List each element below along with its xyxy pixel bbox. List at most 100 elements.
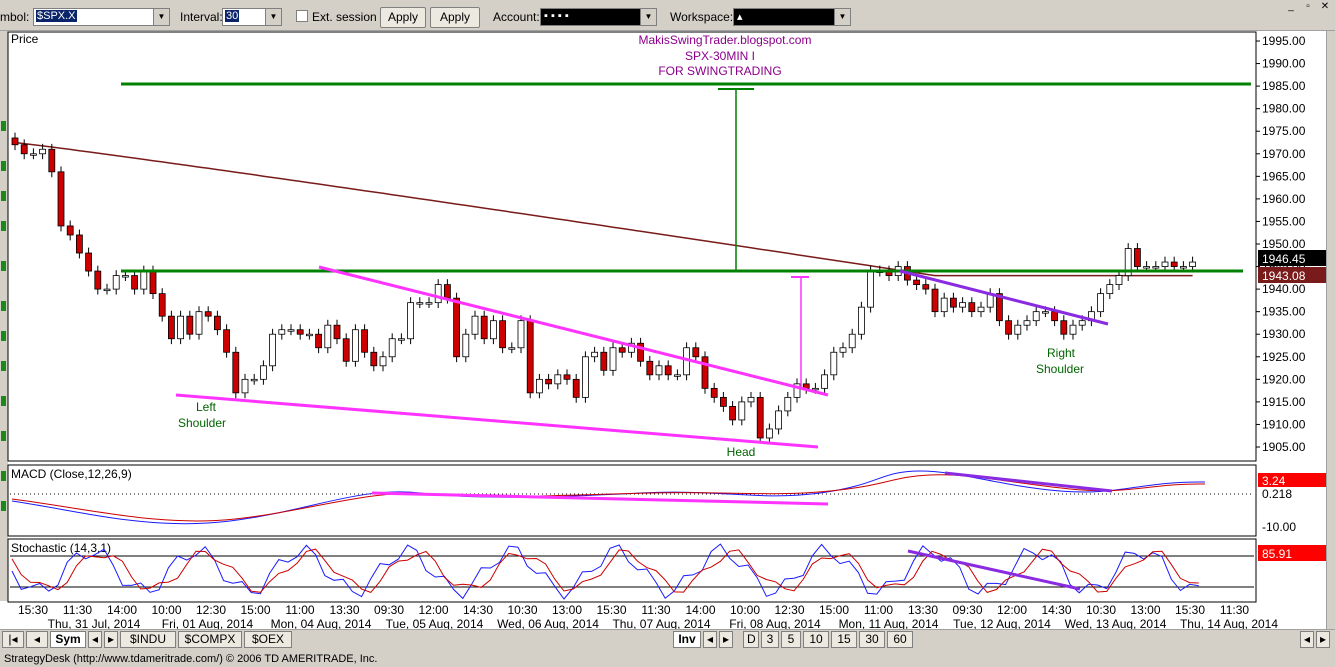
nav-next-button[interactable]: ◂ — [26, 631, 48, 648]
symbol-label: mbol: — [0, 10, 30, 24]
x-time-label: 11:00 — [864, 603, 893, 617]
candle — [646, 360, 654, 376]
left-marker — [1, 471, 6, 481]
period-5[interactable]: 5 — [781, 631, 801, 648]
candle — [1005, 320, 1012, 335]
x-time-label: 13:30 — [908, 603, 938, 617]
ma-price-box — [1258, 267, 1326, 283]
candle — [351, 329, 359, 362]
apply-button[interactable]: Apply — [380, 7, 426, 28]
nav-right-button[interactable]: ▸ — [104, 631, 118, 648]
candle — [269, 333, 277, 367]
scroll-left-button[interactable]: ◂ — [1300, 631, 1314, 648]
price-tick-label: 1905.00 — [1262, 440, 1306, 454]
inv-button[interactable]: Inv — [673, 631, 701, 648]
candle — [278, 329, 286, 335]
x-time-label: 12:00 — [418, 603, 448, 617]
x-time-label: 10:00 — [730, 603, 760, 617]
candle — [830, 351, 838, 376]
chevron-down-icon[interactable]: ▼ — [265, 9, 281, 25]
interval-combo[interactable]: 30 ▼ — [222, 8, 282, 26]
candle — [747, 396, 755, 403]
x-time-label: 12:00 — [997, 603, 1027, 617]
symbol-value: $SPX.X — [36, 10, 77, 22]
x-date-label: Tue, 12 Aug, 2014 — [953, 617, 1051, 631]
tab-indu[interactable]: $INDU — [120, 631, 176, 648]
chart-area[interactable]: Price MACD (Close,12,26,9) Stochastic (1… — [0, 31, 1335, 631]
symbol-combo[interactable]: $SPX.X ▼ — [33, 8, 170, 26]
price-tick-label: 1990.00 — [1262, 57, 1306, 71]
chevron-down-icon[interactable]: ▼ — [640, 9, 656, 25]
candle — [122, 275, 129, 278]
price-tick-label: 1920.00 — [1262, 372, 1306, 386]
nav-left-button[interactable]: ◂ — [88, 631, 102, 648]
candle — [158, 293, 166, 317]
scroll-right-button[interactable]: ▸ — [1316, 631, 1330, 648]
candle — [443, 284, 451, 299]
candle — [766, 428, 773, 439]
candle — [1032, 311, 1040, 322]
x-time-label: 13:00 — [552, 603, 582, 617]
account-combo[interactable]: ▪ ▪ ▪ ▪ ▼ — [540, 8, 657, 26]
x-time-label: 14:30 — [463, 603, 493, 617]
ext-session-checkbox[interactable] — [296, 10, 308, 22]
restore-icon[interactable]: ▫ — [1306, 1, 1310, 12]
price-chart[interactable]: Price MACD (Close,12,26,9) Stochastic (1… — [0, 31, 1335, 631]
x-date-label: Thu, 31 Jul, 2014 — [48, 617, 141, 631]
period-60[interactable]: 60 — [887, 631, 913, 648]
workspace-combo[interactable]: ▴ ▼ — [733, 8, 851, 26]
period-30[interactable]: 30 — [859, 631, 885, 648]
period-3[interactable]: 3 — [761, 631, 779, 648]
period-10[interactable]: 10 — [803, 631, 829, 648]
nav-prev-button[interactable]: |◂ — [2, 631, 24, 648]
symbol-annotation: SPX-30MIN I — [685, 49, 755, 63]
stochastic-d-line — [11, 548, 1199, 593]
candle — [977, 306, 985, 313]
tab-oex[interactable]: $OEX — [244, 631, 292, 648]
candle — [462, 333, 470, 358]
x-date-label: Wed, 13 Aug, 2014 — [1065, 617, 1167, 631]
x-time-label: 14:30 — [1041, 603, 1071, 617]
candle — [186, 315, 194, 335]
candle — [922, 284, 930, 290]
inv-right-button[interactable]: ▸ — [719, 631, 733, 648]
candle — [195, 311, 203, 335]
price-tick-label: 1965.00 — [1262, 169, 1306, 183]
period-d[interactable]: D — [743, 631, 759, 648]
candle — [508, 347, 516, 350]
last-price-value: 1946.45 — [1262, 252, 1306, 266]
right-toolbar[interactable] — [1326, 31, 1335, 629]
chevron-down-icon[interactable]: ▼ — [834, 9, 850, 25]
account-value: ▪ ▪ ▪ ▪ — [544, 10, 569, 22]
period-15[interactable]: 15 — [831, 631, 857, 648]
candle — [29, 153, 37, 156]
moving-average-line — [14, 141, 1193, 277]
minimize-icon[interactable]: _ — [1288, 1, 1294, 12]
chevron-down-icon[interactable]: ▼ — [153, 9, 169, 25]
candle — [738, 401, 746, 421]
right-shoulder-label-1: Right — [1047, 346, 1076, 360]
candle — [775, 410, 782, 430]
candle — [342, 338, 350, 362]
workspace-value: ▴ — [737, 11, 743, 23]
candle — [499, 320, 507, 349]
candle — [223, 329, 231, 353]
candle — [710, 387, 718, 398]
candle — [968, 302, 976, 313]
sym-tab[interactable]: Sym — [50, 631, 86, 648]
candle — [701, 356, 709, 389]
candle — [388, 338, 396, 358]
candle — [489, 320, 497, 340]
close-icon[interactable]: ✕ — [1320, 1, 1330, 12]
apply-all-button[interactable]: Apply All — [430, 7, 480, 43]
candles — [11, 132, 1196, 444]
price-tick-label: 1980.00 — [1262, 102, 1306, 116]
x-date-label: Thu, 07 Aug, 2014 — [612, 617, 710, 631]
inv-left-button[interactable]: ◂ — [703, 631, 717, 648]
left-marker — [1, 501, 6, 511]
left-shoulder-label-2: Shoulder — [178, 416, 226, 430]
candle — [1078, 320, 1086, 326]
macd-divergence-line — [371, 491, 829, 506]
tab-compx[interactable]: $COMPX — [178, 631, 242, 648]
x-time-label: 10:30 — [1086, 603, 1116, 617]
